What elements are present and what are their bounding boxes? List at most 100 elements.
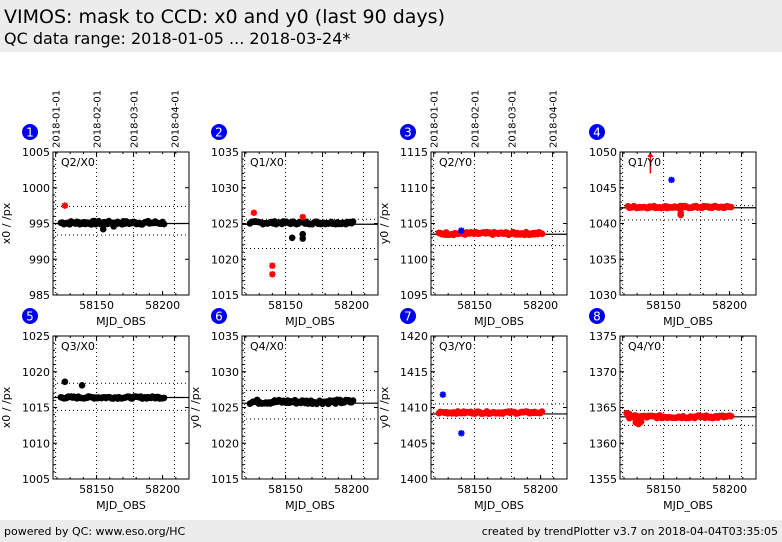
y-tick-label: 1040 <box>589 218 617 231</box>
panel-title: Q4/X0 <box>250 340 284 353</box>
plot-frame <box>241 335 379 480</box>
y-tick-label: 1000 <box>22 182 50 195</box>
data-point <box>99 225 107 233</box>
panel-title: Q2/Y0 <box>439 156 472 169</box>
y-tick-label: 1030 <box>589 289 617 302</box>
panel-number: 4 <box>593 126 601 140</box>
y-tick-label: 1020 <box>211 437 239 450</box>
y-tick-label: 1100 <box>400 253 428 266</box>
panel-number-badge <box>22 124 38 140</box>
x-tick-label: 58150 <box>79 483 114 496</box>
panel-number: 6 <box>215 310 223 324</box>
outlier-point <box>269 271 276 278</box>
outlier-point <box>269 262 276 269</box>
y-tick-label: 1420 <box>400 330 428 343</box>
outlier-core <box>251 210 256 215</box>
x-axis-label: MJD_OBS <box>285 315 335 328</box>
y-tick-label: 1370 <box>589 366 617 379</box>
y-tick-label: 1005 <box>22 146 50 159</box>
data-points <box>435 391 546 437</box>
panel-title: Q4/Y0 <box>628 340 661 353</box>
y-tick-label: 1355 <box>589 473 617 486</box>
plot-frame <box>619 335 757 480</box>
y-tick-label: 1105 <box>400 218 428 231</box>
panel-number-badge <box>589 124 605 140</box>
y-tick-label: 1035 <box>211 146 239 159</box>
panel-number-badge <box>22 308 38 324</box>
outlier-core <box>459 228 464 233</box>
data-point <box>110 223 118 230</box>
data-points <box>435 227 546 239</box>
data-points <box>57 378 168 402</box>
y-tick-label: 1375 <box>589 330 617 343</box>
outlier-point <box>439 391 447 398</box>
panel-number: 7 <box>404 310 412 324</box>
y-tick-label: 1025 <box>22 330 50 343</box>
y-tick-label: 990 <box>29 253 50 266</box>
panel-number-badge <box>211 308 227 324</box>
outlier-core <box>62 203 67 208</box>
data-points <box>57 202 168 233</box>
y-tick-label: 1030 <box>211 182 239 195</box>
y-tick-label: 1035 <box>589 253 617 266</box>
panel-number: 5 <box>26 310 34 324</box>
x-tick-label: 58150 <box>79 299 114 312</box>
data-point <box>538 408 546 415</box>
data-point <box>625 410 633 418</box>
y-tick-label: 1410 <box>400 402 428 415</box>
panel-title: Q1/X0 <box>250 156 284 169</box>
outlier-point <box>250 209 258 216</box>
x-axis-label: MJD_OBS <box>285 499 335 512</box>
x-tick-label: 58200 <box>712 483 747 496</box>
date-label: 2018-04-01 <box>170 90 181 148</box>
data-point <box>727 203 735 211</box>
y-axis-label: x0 / /px <box>0 202 13 244</box>
footer-created-by: created by trendPlotter v3.7 on 2018-04-… <box>481 525 778 538</box>
y-tick-label: 1400 <box>400 473 428 486</box>
header: VIMOS: mask to CCD: x0 and y0 (last 90 d… <box>0 0 782 52</box>
y-tick-label: 1115 <box>400 146 428 159</box>
plot-frame <box>430 335 568 480</box>
chart-panel-1: 985 990 995 1000 1005 58150 58200 Q2/X0 MJD_OBS x… <box>0 90 190 328</box>
panel-number: 2 <box>215 126 223 140</box>
panel-title: Q2/X0 <box>61 156 95 169</box>
outlier-point <box>458 227 465 234</box>
offscale-arrow-head <box>647 152 654 157</box>
data-point <box>78 382 86 389</box>
outlier-point <box>299 213 306 221</box>
x-axis-label: MJD_OBS <box>96 499 146 512</box>
x-tick-label: 58150 <box>457 299 492 312</box>
y-tick-label: 1015 <box>211 289 239 302</box>
panel-number-badge <box>589 308 605 324</box>
y-tick-label: 1365 <box>589 402 617 415</box>
y-axis-label: y0 / /px <box>378 202 391 244</box>
outlier-core <box>300 215 305 220</box>
x-tick-label: 58200 <box>145 299 180 312</box>
footer-powered-by: powered by QC: www.eso.org/HC <box>4 525 186 538</box>
y-tick-label: 1035 <box>211 330 239 343</box>
y-axis-label: y0 / /px <box>378 386 391 428</box>
y-tick-label: 1025 <box>211 402 239 415</box>
x-tick-label: 58150 <box>457 483 492 496</box>
y-axis-label: y0 / /px <box>189 386 202 428</box>
y-tick-label: 1095 <box>400 289 428 302</box>
x-axis-label: MJD_OBS <box>663 499 713 512</box>
plot-frame <box>52 335 190 480</box>
x-tick-label: 58200 <box>523 483 558 496</box>
data-point <box>538 230 546 238</box>
data-points <box>623 409 735 428</box>
page-subtitle: QC data range: 2018-01-05 ... 2018-03-24… <box>4 29 351 48</box>
data-point <box>160 220 168 228</box>
data-point <box>61 378 69 386</box>
y-tick-label: 995 <box>29 218 50 231</box>
y-tick-label: 1025 <box>211 218 239 231</box>
panel-number-badge <box>400 124 416 140</box>
y-tick-label: 1030 <box>211 366 239 379</box>
data-points <box>246 396 357 408</box>
x-tick-label: 58150 <box>646 483 681 496</box>
data-point <box>637 418 645 426</box>
page-title: VIMOS: mask to CCD: x0 and y0 (last 90 d… <box>4 6 445 28</box>
y-tick-label: 985 <box>29 289 50 302</box>
